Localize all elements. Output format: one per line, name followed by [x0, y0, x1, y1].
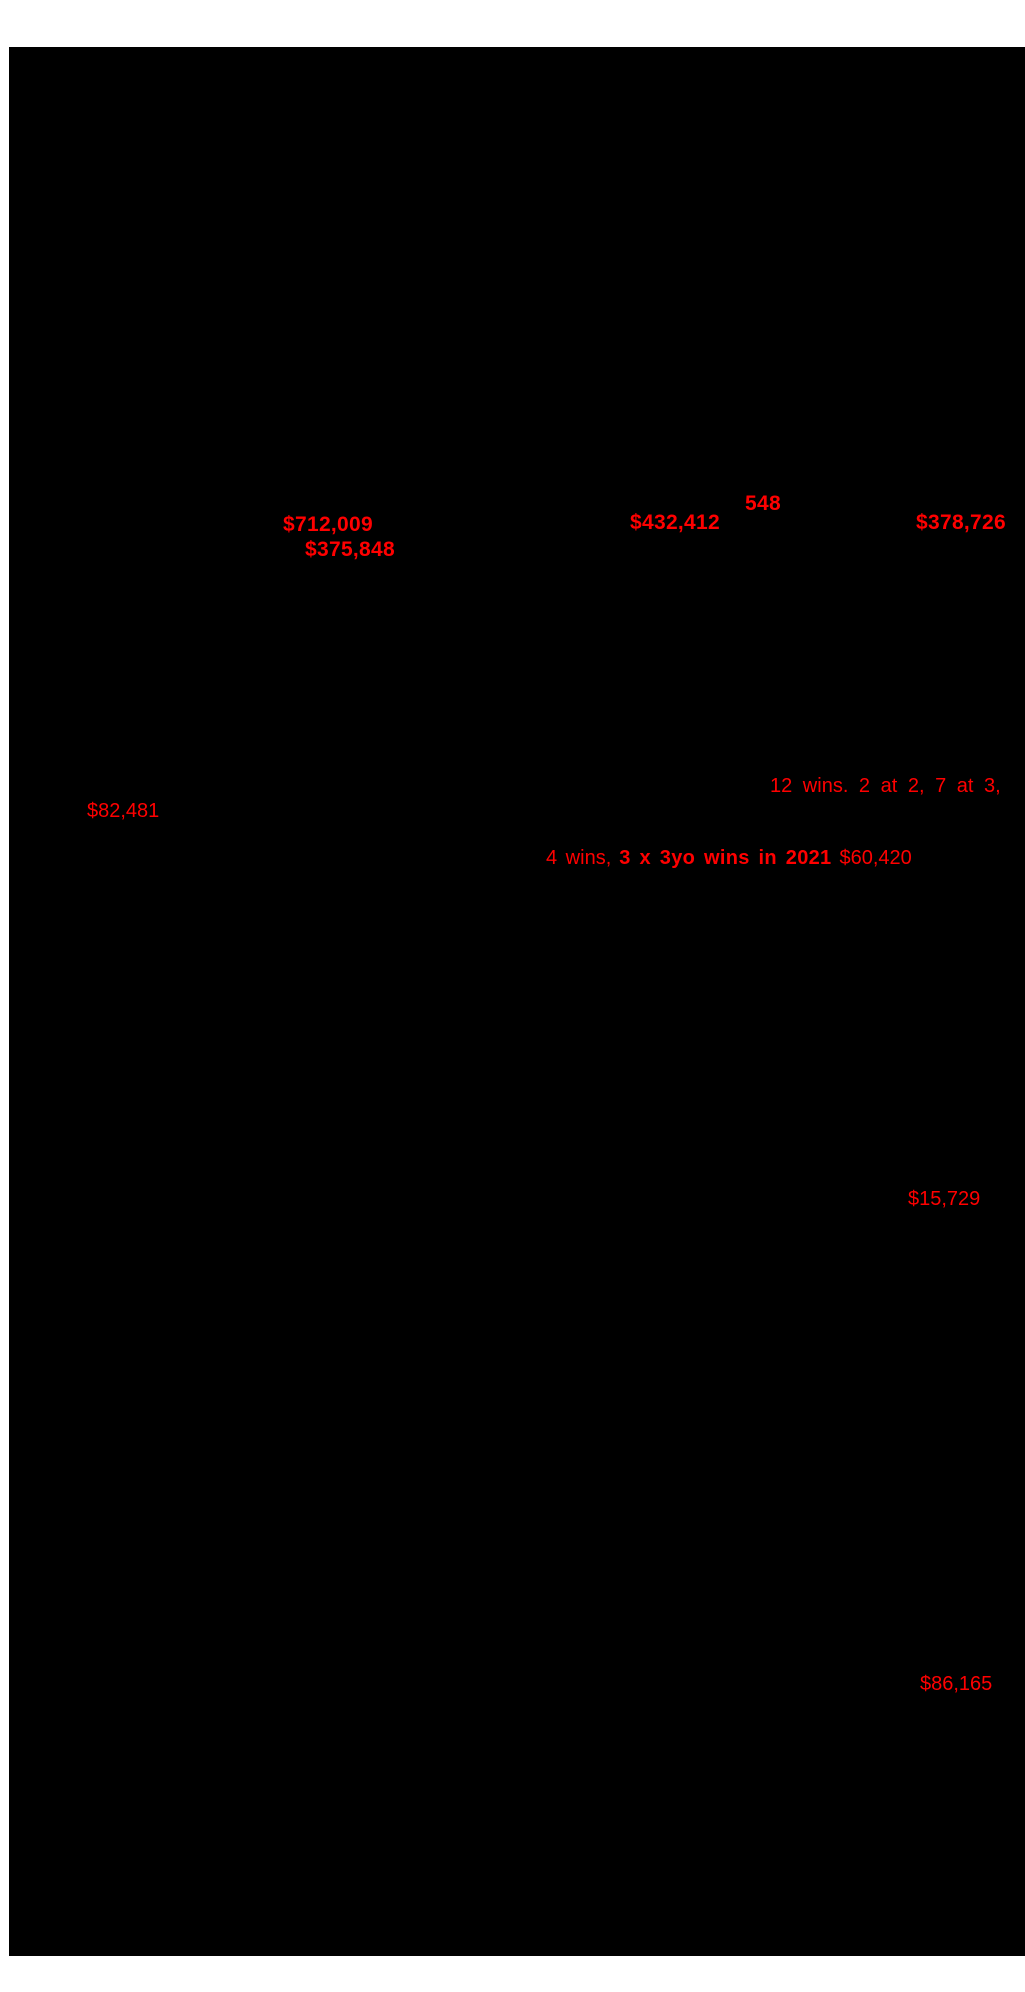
- wins-summary-bold-highlight: 3 x 3yo wins in 2021: [619, 847, 832, 869]
- wins-summary-line: 4 wins, 3 x 3yo wins in 2021 $60,420: [546, 848, 912, 869]
- earnings-amount-right: $378,726: [916, 511, 1006, 534]
- wins-summary-prefix: 4 wins,: [546, 847, 612, 869]
- earnings-amount-mid: $15,729: [908, 1188, 981, 1210]
- earnings-amount-small: $82,481: [87, 800, 160, 822]
- document-page: 548 $712,009 $432,412 $378,726 $375,848 …: [9, 47, 1025, 1956]
- earnings-amount-bottom: $86,165: [920, 1673, 993, 1695]
- race-record-text: 12 wins. 2 at 2, 7 at 3,: [770, 775, 1001, 797]
- wins-summary-amount: $60,420: [839, 847, 912, 869]
- earnings-amount-sire-line-1: $712,009: [283, 513, 373, 536]
- lot-number: 548: [745, 492, 781, 515]
- earnings-amount-center: $432,412: [630, 511, 720, 534]
- earnings-amount-sire-line-2: $375,848: [305, 538, 395, 561]
